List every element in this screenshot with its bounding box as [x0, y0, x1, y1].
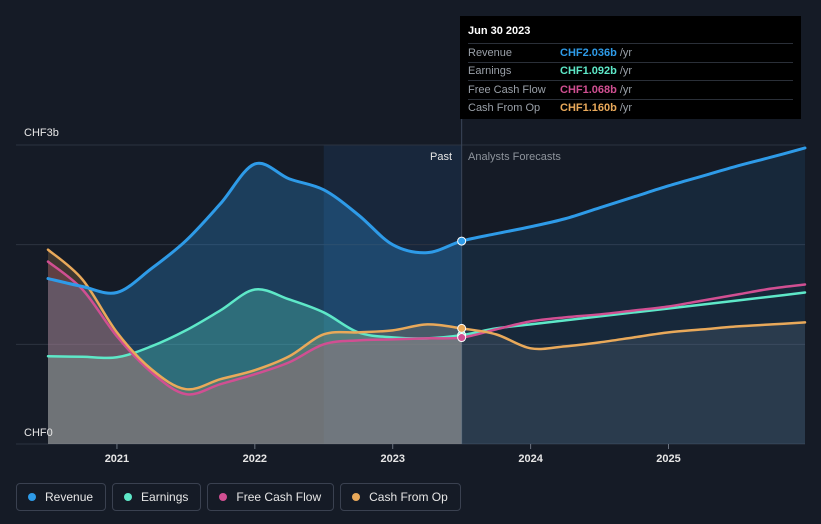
tooltip-value: CHF2.036b — [560, 46, 617, 59]
marker-revenue — [457, 236, 467, 246]
legend-dot-icon — [352, 493, 361, 501]
x-tick-label: 2021 — [105, 453, 129, 465]
tooltip-label: Cash From Op — [468, 102, 541, 115]
tooltip-date: Jun 30 2023 — [468, 25, 531, 37]
tooltip-unit: /yr — [619, 65, 633, 78]
y-axis-label-top: CHF3b — [24, 127, 59, 139]
tooltip-unit: /yr — [619, 83, 633, 96]
axis-labels: CHF3b CHF0 Past Analysts Forecasts — [24, 127, 561, 439]
tooltip-unit: /yr — [619, 46, 633, 59]
forecast-label: Analysts Forecasts — [468, 151, 561, 163]
series-lines — [46, 146, 807, 396]
gridlines — [16, 16, 805, 445]
legend-label: Earnings — [141, 490, 189, 504]
tooltip-label: Earnings — [468, 65, 512, 78]
past-label: Past — [430, 151, 452, 163]
area-free-cash-flow — [48, 261, 462, 444]
line-revenue — [46, 146, 807, 295]
tooltip-value: CHF1.068b — [560, 83, 617, 96]
tooltip-row-cash-from-op: Cash From Op CHF1.160b /yr — [468, 98, 793, 118]
tooltip-row-free-cash-flow: Free Cash Flow CHF1.068b /yr — [468, 80, 793, 99]
chart-background — [323, 145, 462, 444]
tooltip-row-revenue: Revenue CHF2.036b /yr — [468, 43, 793, 62]
x-tick-label: 2024 — [518, 453, 543, 465]
past-shade-band — [323, 145, 462, 444]
legend-label: Revenue — [45, 490, 94, 504]
area-earnings — [48, 289, 462, 444]
tooltip-row-earnings: Earnings CHF1.092b /yr — [468, 61, 793, 81]
legend-dot-icon — [28, 493, 36, 501]
legend-dot-icon — [124, 493, 133, 501]
line-free-cash-flow — [46, 260, 807, 396]
highlight-markers — [457, 236, 467, 343]
area-cash-from-op — [48, 249, 462, 444]
line-cash-from-op — [46, 248, 807, 391]
marker-free-cash-flow — [457, 333, 467, 343]
data-tooltip: Jun 30 2023 Revenue CHF2.036b /yr Earnin… — [460, 16, 801, 119]
legend: Revenue Earnings Free Cash Flow Cash Fro… — [16, 483, 461, 511]
area-forecast — [461, 322, 805, 444]
legend-item-free-cash-flow[interactable]: Free Cash Flow — [207, 483, 335, 511]
legend-item-earnings[interactable]: Earnings — [112, 483, 202, 511]
tooltip-value: CHF1.092b — [560, 65, 617, 78]
x-tick-label: 2025 — [656, 453, 680, 465]
tooltip-unit: /yr — [619, 102, 633, 115]
legend-item-cash-from-op[interactable]: Cash From Op — [340, 483, 461, 511]
legend-item-revenue[interactable]: Revenue — [16, 483, 107, 511]
x-tick-label: 2023 — [380, 453, 404, 465]
legend-label: Free Cash Flow — [236, 490, 322, 504]
marker-cash-from-op — [457, 323, 467, 333]
x-tick-label: 2022 — [243, 453, 267, 465]
tooltip-value: CHF1.160b — [560, 102, 617, 115]
x-axis-ticks: 2021 2022 2023 2024 2025 — [105, 444, 681, 465]
legend-dot-icon — [219, 493, 228, 501]
tooltip-label: Free Cash Flow — [468, 83, 546, 96]
legend-label: Cash From Op — [369, 490, 448, 504]
area-revenue-forecast — [461, 147, 805, 445]
y-axis-label-bottom: CHF0 — [24, 427, 53, 439]
tooltip-label: Revenue — [468, 46, 513, 59]
